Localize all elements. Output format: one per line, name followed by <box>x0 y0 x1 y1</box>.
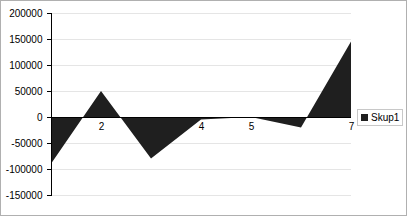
html-text:Skup1: Skup1 <box>371 112 400 123</box>
svg-text:150000: 150000 <box>9 34 43 45</box>
svg-text:5: 5 <box>249 121 255 132</box>
svg-text:4: 4 <box>199 121 205 132</box>
svg-text:-150000: -150000 <box>6 190 43 201</box>
svg-text:100000: 100000 <box>9 60 43 71</box>
svg-text:0: 0 <box>37 112 43 123</box>
svg-text:50000: 50000 <box>15 86 43 97</box>
svg-text:2: 2 <box>99 121 105 132</box>
svg-text:7: 7 <box>349 121 355 132</box>
svg-text:-50000: -50000 <box>11 138 43 149</box>
svg-text:-100000: -100000 <box>6 164 43 175</box>
svg-text:200000: 200000 <box>9 8 43 19</box>
